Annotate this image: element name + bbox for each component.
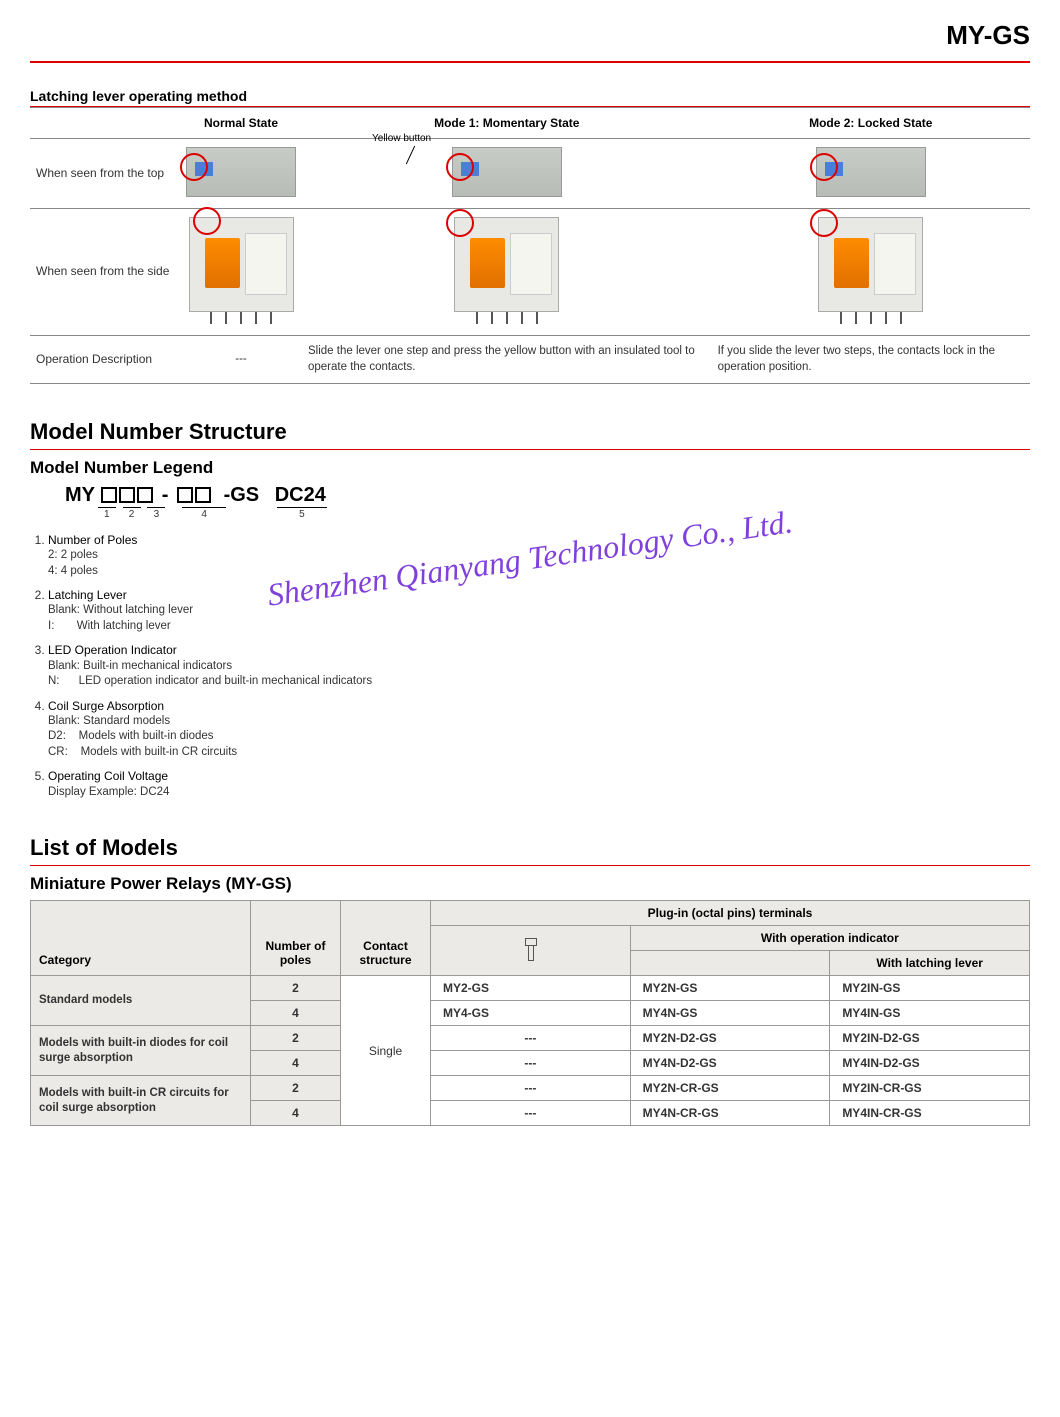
legend-item-5: Operating Coil Voltage Display Example: …	[48, 768, 1030, 800]
poles-cell: 2	[251, 1026, 341, 1051]
row-side-label: When seen from the side	[30, 209, 180, 336]
yellow-button-callout: Yellow button	[372, 133, 431, 144]
model-cell: MY4N-D2-GS	[630, 1051, 830, 1076]
col-mode1: Mode 1: Momentary State	[302, 108, 712, 139]
model-cell: MY4N-CR-GS	[630, 1101, 830, 1126]
model-cell: MY4IN-GS	[830, 1001, 1030, 1026]
model-cell: MY2IN-D2-GS	[830, 1026, 1030, 1051]
poles-cell: 2	[251, 976, 341, 1001]
model-cell: ---	[431, 1026, 631, 1051]
legend-pattern: MY - -GS DC24	[65, 484, 1030, 507]
legend-item-1: Number of Poles 2: 2 poles 4: 4 poles	[48, 532, 1030, 579]
latching-table: Normal State Mode 1: Momentary State Mod…	[30, 107, 1030, 384]
model-cell: MY2-GS	[431, 976, 631, 1001]
model-cell: MY2IN-GS	[830, 976, 1030, 1001]
page-title: MY-GS	[30, 20, 1030, 63]
cat-cr: Models with built-in CR circuits for coi…	[31, 1076, 251, 1126]
col-mode2: Mode 2: Locked State	[712, 108, 1030, 139]
model-cell: MY4IN-CR-GS	[830, 1101, 1030, 1126]
poles-cell: 4	[251, 1001, 341, 1026]
hdr-contact: Contact structure	[341, 901, 431, 976]
section-divider	[30, 449, 1030, 450]
model-cell: MY4N-GS	[630, 1001, 830, 1026]
relay-side-mode1	[454, 217, 559, 324]
terminal-icon	[523, 938, 537, 960]
hdr-terminal-icon	[431, 926, 631, 976]
legend-heading: Model Number Legend	[30, 458, 1030, 478]
model-cell: MY4-GS	[431, 1001, 631, 1026]
model-cell: ---	[431, 1101, 631, 1126]
col-normal: Normal State	[180, 108, 302, 139]
model-cell: MY2N-GS	[630, 976, 830, 1001]
relay-side-mode2	[818, 217, 923, 324]
model-cell: ---	[431, 1051, 631, 1076]
hdr-latching: With latching lever	[830, 951, 1030, 976]
model-cell: MY2N-D2-GS	[630, 1026, 830, 1051]
relay-side-normal	[189, 217, 294, 324]
poles-cell: 4	[251, 1101, 341, 1126]
op-normal: ---	[180, 336, 302, 384]
contact-single: Single	[341, 976, 431, 1126]
section-divider	[30, 865, 1030, 866]
hdr-poles: Number of poles	[251, 901, 341, 976]
cat-diodes: Models with built-in diodes for coil sur…	[31, 1026, 251, 1076]
row-top-label: When seen from the top	[30, 139, 180, 209]
models-table: Category Number of poles Contact structu…	[30, 900, 1030, 1126]
op-desc-label: Operation Description	[30, 336, 180, 384]
models-subheading: Miniature Power Relays (MY-GS)	[30, 874, 1030, 894]
model-cell: MY4IN-D2-GS	[830, 1051, 1030, 1076]
legend-positions: 1 2 3 4 5	[65, 507, 1030, 520]
hdr-category: Category	[31, 901, 251, 976]
op-mode2: If you slide the lever two steps, the co…	[712, 336, 1030, 384]
op-mode1: Slide the lever one step and press the y…	[302, 336, 712, 384]
legend-item-2: Latching Lever Blank: Without latching l…	[48, 587, 1030, 634]
relay-top-mode1	[452, 147, 562, 197]
relay-top-mode2	[816, 147, 926, 197]
legend-item-3: LED Operation Indicator Blank: Built-in …	[48, 642, 1030, 689]
poles-cell: 4	[251, 1051, 341, 1076]
model-cell: MY2IN-CR-GS	[830, 1076, 1030, 1101]
poles-cell: 2	[251, 1076, 341, 1101]
legend-item-4: Coil Surge Absorption Blank: Standard mo…	[48, 698, 1030, 761]
model-cell: MY2N-CR-GS	[630, 1076, 830, 1101]
relay-top-normal	[186, 147, 296, 197]
hdr-indicator: With operation indicator	[630, 926, 1029, 951]
models-heading: List of Models	[30, 835, 1030, 861]
latching-title: Latching lever operating method	[30, 88, 1030, 104]
cat-standard: Standard models	[31, 976, 251, 1026]
structure-heading: Model Number Structure	[30, 419, 1030, 445]
model-cell: ---	[431, 1076, 631, 1101]
hdr-terminals: Plug-in (octal pins) terminals	[431, 901, 1030, 926]
legend-list: Number of Poles 2: 2 poles 4: 4 poles La…	[30, 532, 1030, 800]
